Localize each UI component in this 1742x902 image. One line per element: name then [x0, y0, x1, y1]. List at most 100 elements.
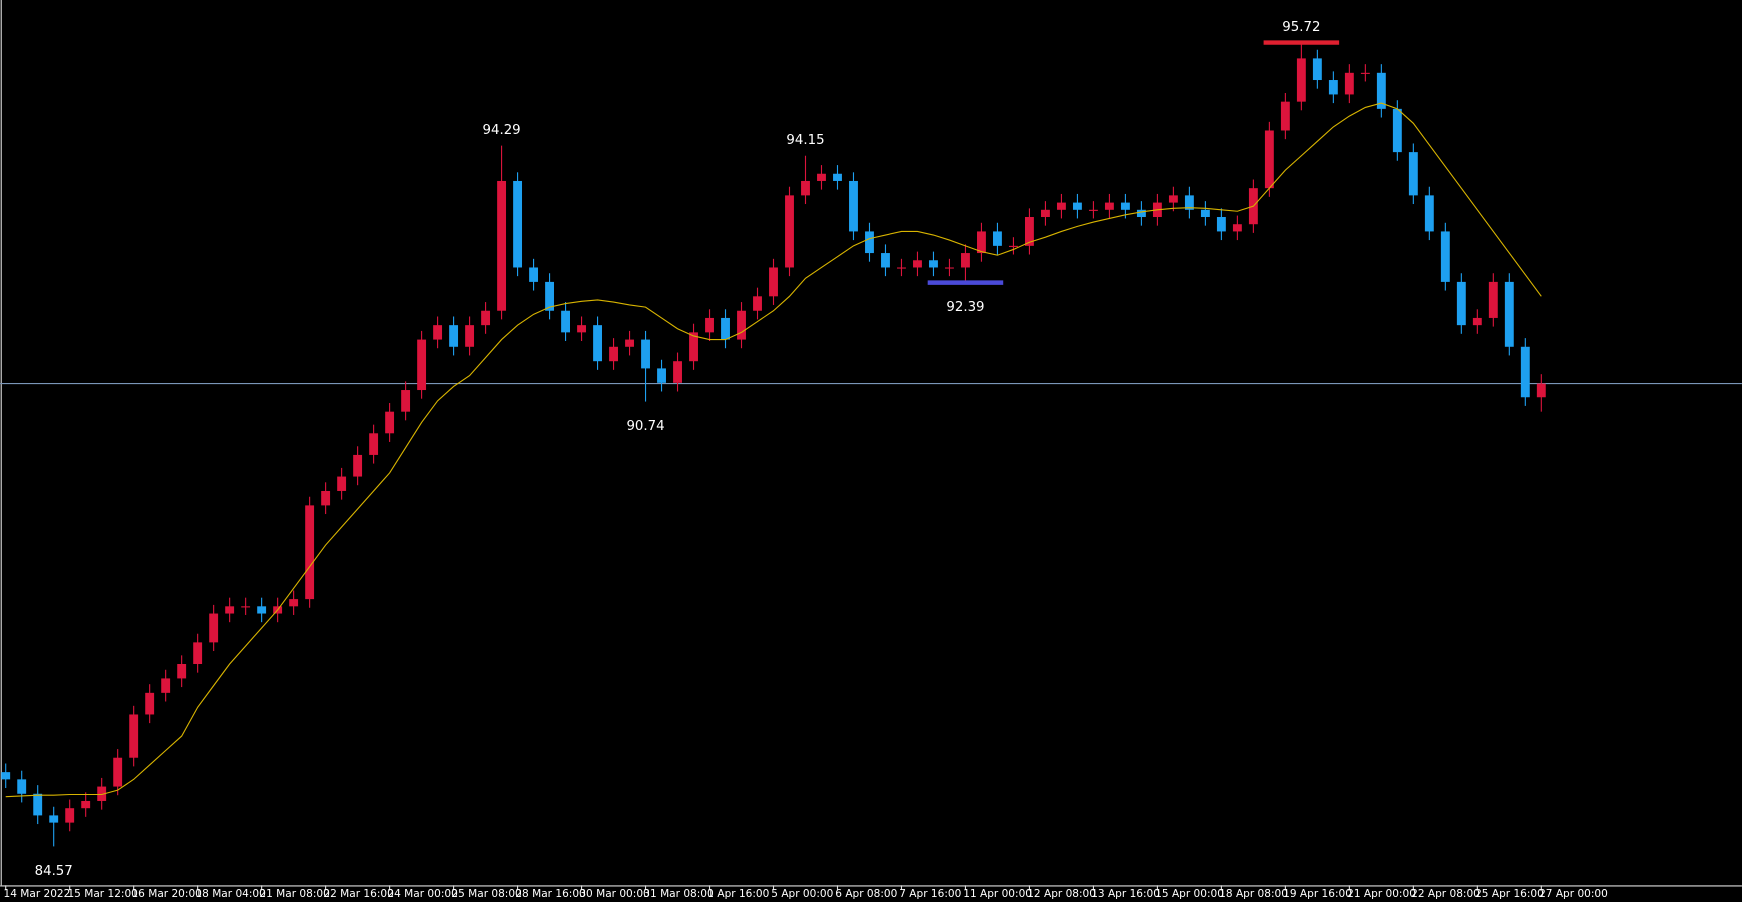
candle-body: [1009, 245, 1018, 247]
x-tick-label: 22 Apr 08:00: [1411, 888, 1480, 900]
annotation-label: 95.72: [1282, 20, 1320, 35]
candle-body: [1376, 72, 1386, 109]
candle-body: [1344, 72, 1354, 95]
candle-body: [689, 332, 698, 362]
candle-body: [705, 317, 714, 333]
candle-body: [1312, 58, 1322, 81]
x-tick-label: 11 Apr 00:00: [963, 888, 1032, 900]
candle-body: [417, 339, 427, 391]
candle-body: [785, 195, 794, 268]
x-tick-label: 25 Mar 08:00: [451, 888, 522, 900]
candle-body: [529, 267, 539, 282]
candle-body: [1536, 383, 1546, 398]
candle-body: [1280, 101, 1290, 131]
candle-body: [177, 664, 187, 679]
x-tick-label: 31 Mar 08:00: [643, 888, 714, 900]
candle-body: [433, 325, 443, 340]
x-tick-label: 5 Apr 00:00: [771, 888, 833, 900]
candle-body: [225, 606, 235, 614]
candle-body: [145, 692, 155, 715]
x-tick-label: 6 Apr 08:00: [835, 888, 897, 900]
candle-body: [977, 231, 986, 254]
candle-body: [897, 267, 906, 269]
candle-body: [385, 411, 395, 434]
candle-body: [321, 490, 331, 506]
candle-body: [833, 173, 842, 181]
candle-body: [1136, 209, 1146, 218]
candle-body: [1216, 217, 1226, 232]
candle-body: [993, 231, 1002, 246]
candle-body: [337, 476, 347, 491]
annotation-label: 90.74: [626, 419, 664, 434]
candle-body: [33, 793, 43, 816]
candle-body: [369, 433, 379, 455]
candle-body: [1328, 80, 1338, 95]
candle-body: [1392, 108, 1402, 153]
candle-body: [913, 260, 922, 268]
candle-body: [801, 180, 810, 196]
candle-body: [1200, 209, 1210, 218]
candle-body: [1184, 195, 1194, 210]
annotation-label: 94.29: [482, 123, 520, 138]
candle-body: [1056, 202, 1066, 210]
candle-body: [81, 800, 91, 809]
x-tick-label: 18 Apr 08:00: [1219, 888, 1288, 900]
annotation-label: 84.57: [35, 864, 73, 879]
x-tick-label: 7 Apr 16:00: [899, 888, 961, 900]
candle-body: [1296, 58, 1306, 102]
candle-body: [1072, 202, 1082, 210]
candle-body: [49, 815, 59, 823]
candle-body: [1408, 152, 1418, 196]
candle-body: [1264, 130, 1274, 189]
candle-body: [753, 296, 762, 311]
candle-body: [193, 642, 203, 665]
candle-body: [1120, 202, 1130, 210]
x-tick-label: 19 Apr 16:00: [1283, 888, 1352, 900]
annotation-label: 94.15: [786, 133, 824, 148]
candle-body: [1504, 281, 1514, 347]
candle-body: [625, 339, 634, 347]
x-tick-label: 24 Mar 00:00: [387, 888, 458, 900]
x-tick-label: 15 Mar 12:00: [67, 888, 138, 900]
candle-body: [209, 613, 219, 643]
candle-body: [1232, 224, 1242, 232]
candle-body: [1488, 281, 1498, 318]
x-tick-label: 16 Mar 20:00: [131, 888, 202, 900]
x-tick-label: 12 Apr 08:00: [1027, 888, 1096, 900]
candle-body: [65, 808, 75, 823]
candle-body: [353, 454, 363, 477]
candle-body: [289, 599, 299, 607]
candle-body: [113, 757, 123, 787]
candle-body: [817, 173, 826, 181]
x-tick-label: 25 Apr 16:00: [1475, 888, 1544, 900]
candle-body: [657, 368, 666, 383]
x-tick-label: 30 Mar 00:00: [579, 888, 650, 900]
candle-body: [1456, 281, 1466, 326]
candle-body: [1520, 346, 1530, 398]
candle-body: [641, 339, 650, 369]
x-tick-label: 21 Apr 00:00: [1347, 888, 1416, 900]
candle-body: [961, 253, 970, 268]
candle-body: [721, 317, 730, 340]
candle-body: [1440, 231, 1450, 282]
candle-body: [945, 267, 954, 269]
candle-body: [1472, 317, 1482, 326]
candle-body: [465, 325, 475, 347]
candle-body: [513, 180, 523, 268]
candle-body: [1168, 195, 1178, 203]
candle-body: [1, 772, 11, 780]
x-tick-label: 27 Apr 00:00: [1539, 888, 1608, 900]
annotation-label: 92.39: [946, 300, 984, 315]
candle-body: [401, 390, 411, 412]
candle-body: [1024, 217, 1034, 246]
x-tick-label: 22 Mar 16:00: [323, 888, 394, 900]
x-tick-label: 14 Mar 2022: [3, 888, 70, 900]
candle-body: [561, 310, 571, 333]
candle-body: [881, 253, 890, 268]
candle-body: [305, 505, 315, 600]
candle-body: [241, 606, 251, 608]
candle-body: [769, 267, 778, 297]
